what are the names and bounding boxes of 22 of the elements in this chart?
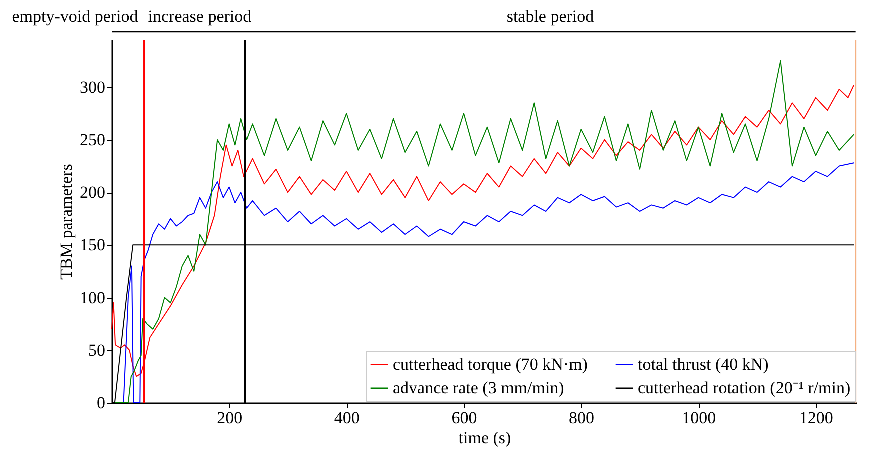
y-tick-label: 50: [88, 340, 106, 360]
x-tick-label: 600: [452, 408, 478, 428]
y-tick-label: 150: [80, 236, 106, 255]
y-tick-label: 300: [80, 78, 106, 97]
x-tick-label: 1200: [799, 408, 834, 428]
legend-label: cutterhead torque (70 kN·m): [393, 354, 588, 374]
y-tick-label: 100: [80, 288, 106, 308]
x-axis-title: time (s): [458, 428, 512, 448]
y-axis-title: TBM parameters: [57, 164, 76, 280]
x-tick-label: 400: [334, 408, 360, 428]
y-tick-label: 200: [80, 183, 106, 202]
legend-label: cutterhead rotation (20⁻¹ r/min): [638, 378, 851, 398]
text: increase period: [148, 7, 252, 26]
x-tick-label: 200: [217, 408, 243, 428]
legend-label: advance rate (3 mm/min): [393, 378, 564, 398]
x-tick-label: 1000: [682, 408, 716, 428]
legend-label: total thrust (40 kN): [638, 354, 769, 374]
y-tick-label: 250: [80, 130, 106, 150]
text: empty-void period: [12, 7, 139, 26]
x-tick-label: 800: [569, 408, 595, 428]
text: stable period: [506, 7, 595, 26]
y-tick-label: 0: [97, 394, 106, 412]
